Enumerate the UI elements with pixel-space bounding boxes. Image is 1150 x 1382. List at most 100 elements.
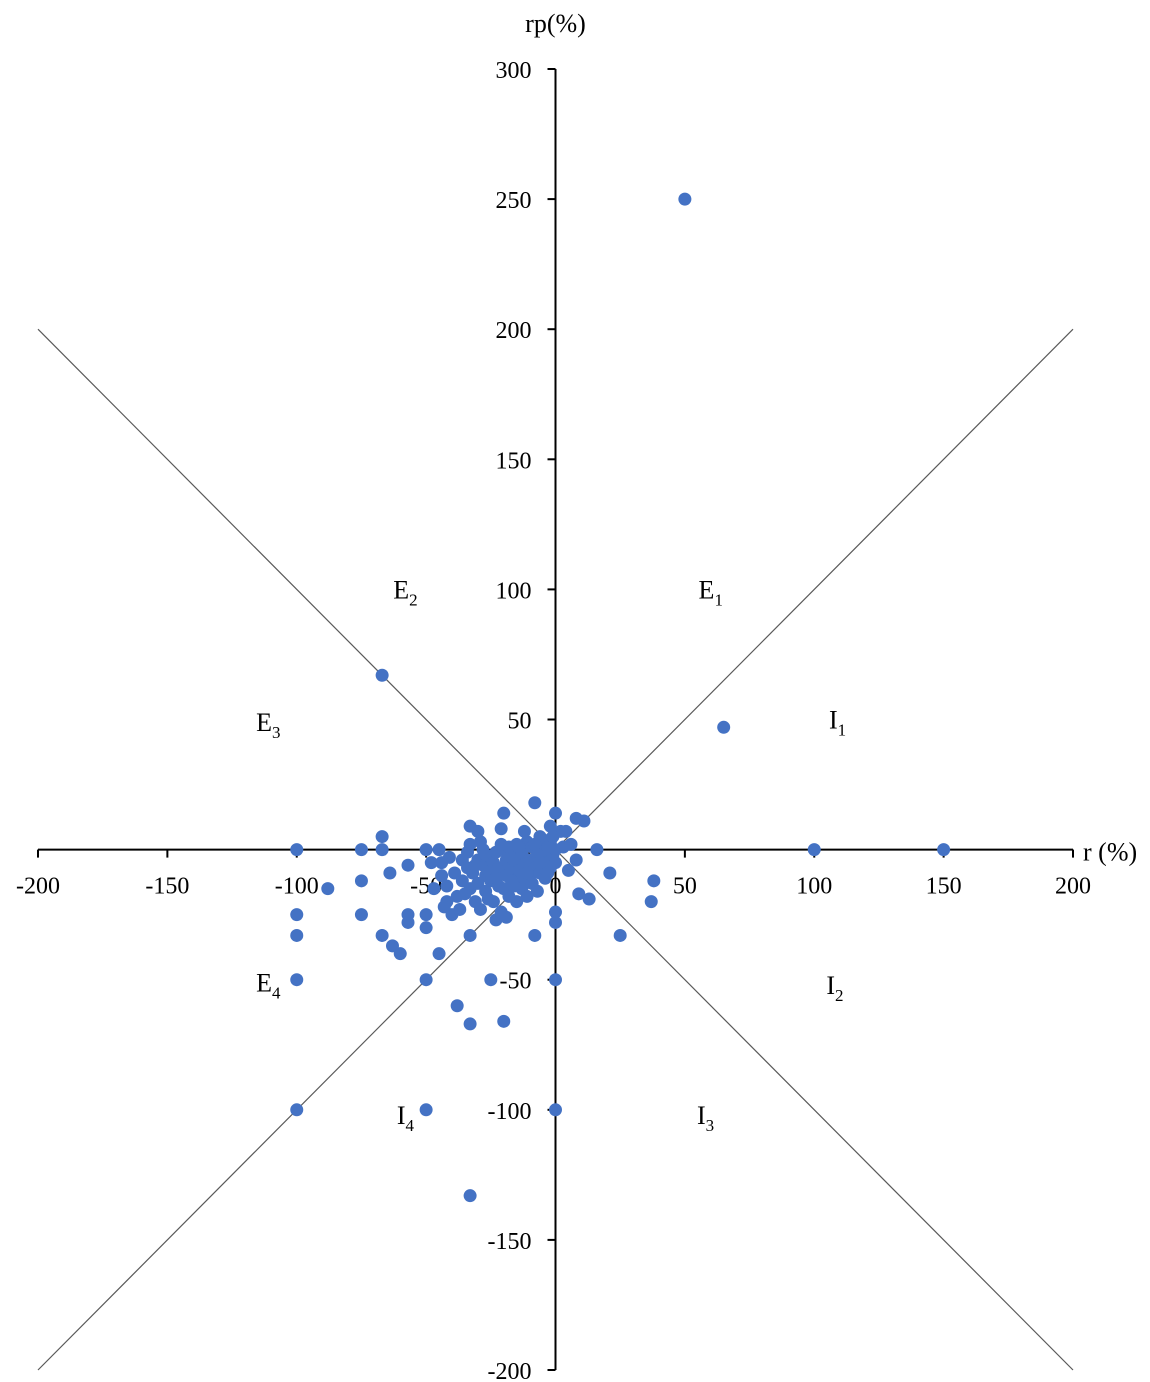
data-point — [549, 806, 562, 820]
x-axis-title: r (%) — [1083, 838, 1137, 867]
data-point — [520, 866, 534, 880]
data-point — [520, 889, 534, 903]
data-point — [473, 835, 487, 849]
y-tick-label: -50 — [500, 969, 532, 995]
data-point — [549, 915, 562, 929]
y-tick-label: 250 — [496, 188, 532, 214]
data-point — [471, 824, 485, 838]
y-tick-label: 50 — [508, 709, 532, 735]
data-point — [497, 1014, 511, 1028]
data-point — [543, 819, 557, 833]
data-point — [484, 973, 498, 987]
data-point — [455, 874, 469, 888]
data-point — [375, 843, 389, 857]
y-tick-label: 300 — [496, 58, 532, 84]
x-tick-label: -150 — [145, 874, 189, 900]
y-tick-label: -200 — [488, 1359, 532, 1382]
data-point — [559, 824, 573, 838]
data-point — [494, 837, 508, 851]
data-point — [613, 928, 627, 942]
data-point — [435, 869, 449, 883]
data-point — [419, 921, 433, 935]
data-point — [427, 882, 441, 896]
data-point — [354, 843, 368, 857]
scatter-points — [290, 192, 951, 1203]
data-point — [401, 915, 415, 929]
data-point — [290, 928, 304, 942]
data-point — [499, 910, 513, 924]
zone-label-i1: I1 — [829, 706, 846, 740]
zone-label-e4: E4 — [256, 968, 281, 1002]
data-point — [383, 866, 397, 880]
y-tick-label: -150 — [488, 1229, 532, 1255]
zone-label-i3: I3 — [697, 1101, 714, 1135]
data-point — [717, 720, 731, 734]
data-point — [290, 843, 304, 857]
data-point — [528, 796, 542, 810]
y-axis-ticks: -200-150-100-50050100150200250300 — [488, 58, 556, 1382]
data-point — [432, 947, 446, 961]
data-point — [489, 871, 503, 885]
x-tick-label: 0 — [550, 874, 562, 900]
data-point — [541, 840, 555, 854]
data-point — [541, 866, 555, 880]
data-point — [546, 830, 560, 844]
x-tick-label: 200 — [1055, 874, 1091, 900]
data-point — [590, 843, 604, 857]
data-point — [564, 837, 578, 851]
data-point — [561, 863, 575, 877]
data-point — [393, 947, 407, 961]
data-point — [549, 1103, 562, 1117]
data-point — [572, 887, 586, 901]
data-point — [473, 902, 487, 916]
x-tick-label: -100 — [275, 874, 319, 900]
zone-label-i2: I2 — [826, 971, 843, 1005]
data-point — [290, 973, 304, 987]
data-point — [549, 973, 562, 987]
data-point — [807, 843, 821, 857]
data-point — [468, 858, 482, 872]
data-point — [549, 905, 562, 919]
y-axis-title: rp(%) — [525, 9, 586, 38]
data-point — [647, 874, 661, 888]
data-point — [321, 882, 335, 896]
data-point — [458, 887, 472, 901]
data-point — [290, 1103, 304, 1117]
data-point — [440, 879, 454, 893]
data-point — [419, 843, 433, 857]
y-tick-label: -100 — [488, 1099, 532, 1125]
data-point — [450, 999, 464, 1013]
data-point — [497, 806, 511, 820]
data-point — [437, 900, 451, 914]
data-point — [424, 856, 438, 870]
x-tick-label: -200 — [16, 874, 60, 900]
data-point — [937, 843, 951, 857]
data-point — [481, 892, 495, 906]
data-point — [517, 824, 531, 838]
zone-label-e2: E2 — [393, 575, 417, 609]
data-point — [375, 668, 389, 682]
data-point — [533, 856, 547, 870]
data-point — [419, 1103, 433, 1117]
x-axis-ticks: -200 -150 -100 -50 0 50 100 150 200 — [16, 849, 1091, 900]
zone-label-i4: I4 — [397, 1101, 415, 1135]
data-point — [528, 928, 542, 942]
data-point — [290, 908, 304, 922]
data-point — [678, 192, 692, 206]
data-point — [453, 902, 467, 916]
data-point — [507, 879, 521, 893]
data-point — [375, 928, 389, 942]
data-point — [432, 843, 446, 857]
data-point — [582, 892, 596, 906]
data-point — [419, 908, 433, 922]
data-point — [354, 874, 368, 888]
data-point — [354, 908, 368, 922]
data-point — [463, 928, 477, 942]
data-point — [401, 858, 415, 872]
data-point — [375, 830, 389, 844]
axes: -200 -150 -100 -50 0 50 100 150 200 -200 -150 -100… — [16, 58, 1091, 1382]
data-point — [442, 850, 456, 864]
y-tick-label: 200 — [496, 318, 532, 344]
data-point — [577, 814, 591, 828]
